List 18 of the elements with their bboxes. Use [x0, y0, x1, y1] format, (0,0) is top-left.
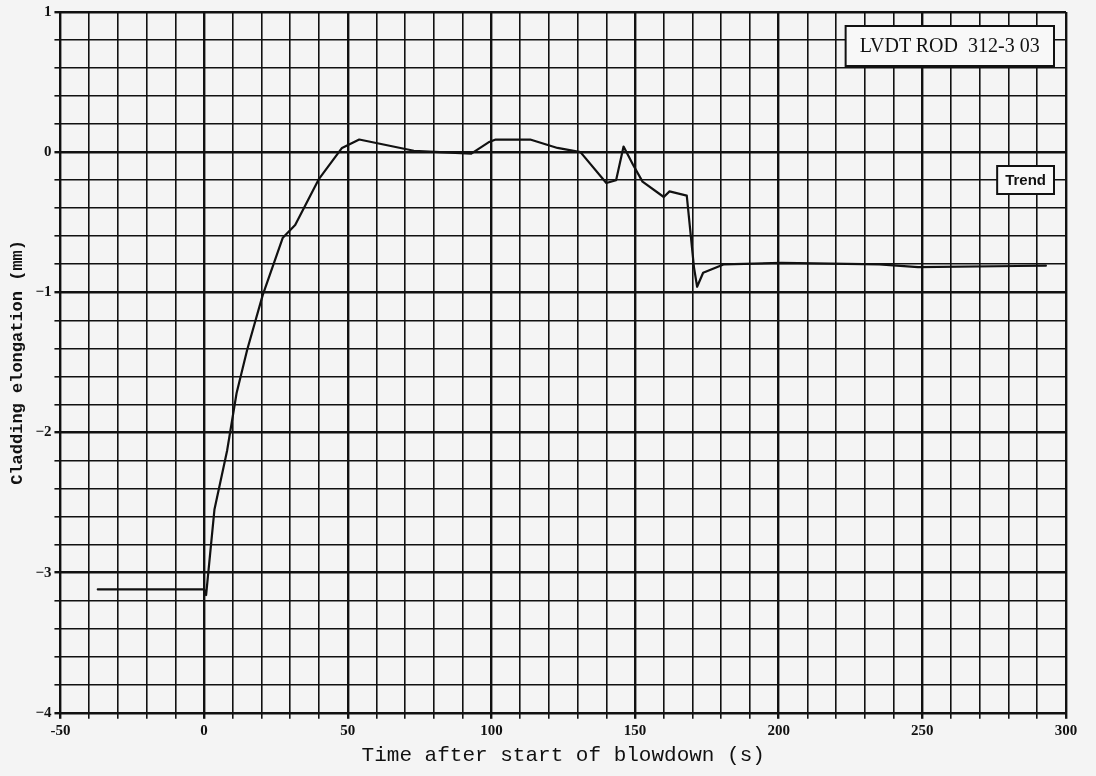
x-tick-label: 50 [340, 721, 356, 738]
y-tick-label: −3 [35, 563, 52, 580]
annotation: Trend [1005, 171, 1046, 189]
y-tick-label: 1 [43, 2, 52, 19]
x-axis-title: Time after start of blowdown (s) [361, 743, 765, 767]
y-axis-title: Cladding elongation (mm) [8, 239, 28, 485]
x-tick-label: -50 [50, 721, 71, 738]
x-tick-label: 0 [200, 721, 208, 738]
y-tick-label: −1 [35, 283, 52, 300]
x-tick-label: 150 [623, 721, 647, 738]
x-tick-label: 300 [1054, 721, 1078, 738]
y-tick-label: −4 [35, 703, 52, 720]
x-tick-label: 250 [911, 721, 934, 738]
x-tick-label: 200 [767, 721, 790, 738]
y-tick-label: 0 [43, 143, 52, 160]
y-tick-label: −2 [35, 423, 52, 440]
annotation: LVDT ROD 312-3 03 [859, 34, 1040, 57]
x-tick-label: 100 [480, 721, 503, 738]
